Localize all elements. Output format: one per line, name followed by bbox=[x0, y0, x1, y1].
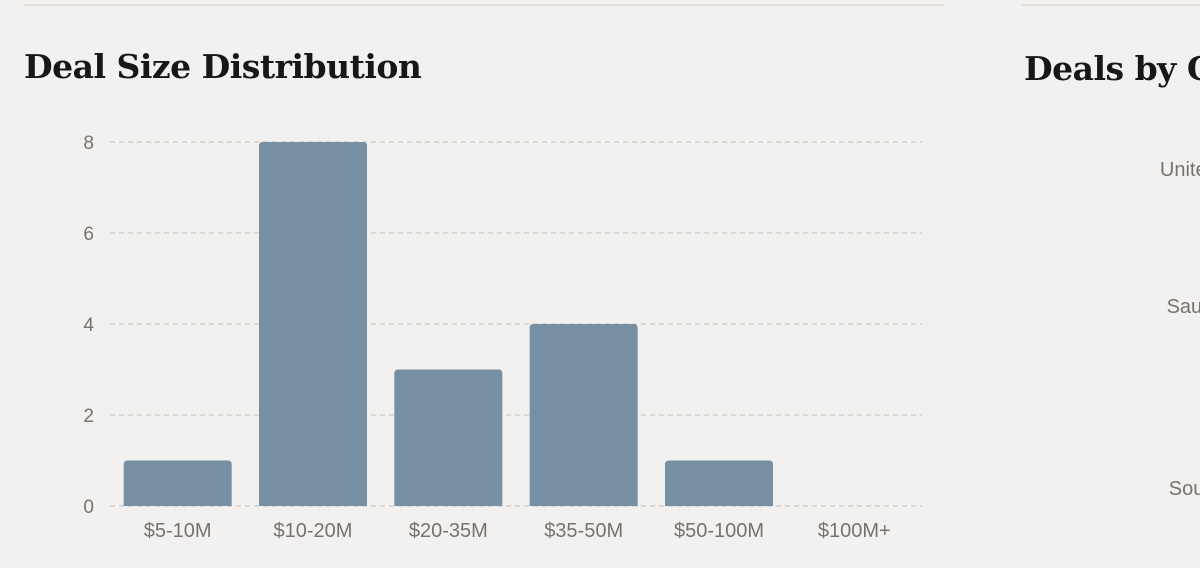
geography-panel: Deals by Geography United StatesIsraelEu… bbox=[1020, 0, 1200, 568]
right-panel-divider bbox=[1022, 4, 1200, 6]
geography-region-label: South Korea bbox=[1168, 477, 1200, 500]
x-category-label: $5-10M bbox=[144, 520, 212, 542]
bar-3[interactable] bbox=[529, 324, 638, 506]
x-category-label: $20-35M bbox=[409, 520, 488, 542]
bar-1[interactable] bbox=[259, 142, 367, 506]
deal-size-chart-title: Deal Size Distribution bbox=[24, 47, 422, 86]
bar-0[interactable] bbox=[123, 460, 232, 507]
geography-region-label: United States bbox=[1159, 159, 1200, 181]
bar-2[interactable] bbox=[394, 369, 503, 507]
y-tick-label: 4 bbox=[83, 315, 94, 336]
y-tick-label: 6 bbox=[83, 224, 94, 245]
y-tick-label: 0 bbox=[83, 497, 94, 518]
y-tick-label: 8 bbox=[83, 133, 94, 154]
y-tick-label: 2 bbox=[83, 406, 94, 427]
left-panel-divider bbox=[24, 4, 944, 6]
geography-region-label: Saudi Arabia bbox=[1166, 295, 1200, 318]
deal-size-bar-chart: 0 2 4 6 8 $5-10M $10-20M $20-35M $35-50M $50-100M… bbox=[83, 133, 922, 542]
geography-chart-title: Deals by Geography bbox=[1024, 49, 1200, 88]
x-category-label: $10-20M bbox=[274, 520, 353, 542]
x-category-label: $100M+ bbox=[818, 520, 891, 542]
x-category-label: $50-100M bbox=[674, 520, 764, 542]
x-category-label: $35-50M bbox=[544, 520, 623, 542]
bar-4[interactable] bbox=[665, 460, 773, 507]
